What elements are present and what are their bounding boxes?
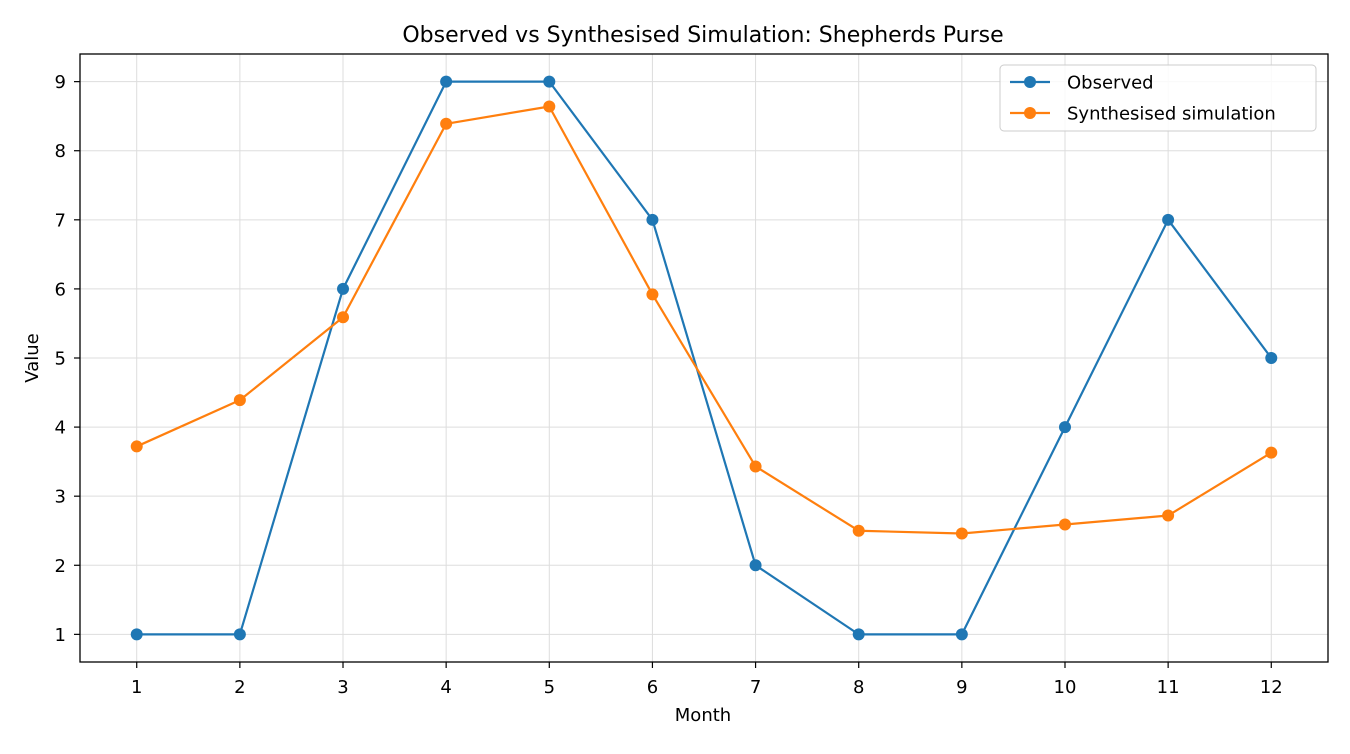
data-point bbox=[130, 628, 143, 641]
data-point bbox=[337, 311, 350, 324]
series-1 bbox=[130, 75, 1278, 641]
data-point bbox=[337, 282, 350, 295]
y-tick-label: 2 bbox=[55, 556, 66, 577]
data-point bbox=[1058, 421, 1071, 434]
data-point bbox=[233, 394, 246, 407]
x-tick-label: 11 bbox=[1157, 677, 1180, 698]
grid bbox=[80, 54, 1328, 662]
data-point bbox=[955, 628, 968, 641]
y-tick-label: 1 bbox=[55, 625, 66, 646]
data-point bbox=[543, 75, 556, 88]
series-line bbox=[136, 80, 1273, 636]
legend-marker bbox=[1024, 76, 1036, 88]
x-tick-label: 4 bbox=[440, 677, 451, 698]
data-point bbox=[233, 628, 246, 641]
y-tick-label: 6 bbox=[55, 279, 66, 300]
data-point bbox=[646, 213, 659, 226]
data-point bbox=[749, 460, 762, 473]
series-layer bbox=[130, 75, 1278, 641]
x-tick-label: 3 bbox=[337, 677, 348, 698]
data-point bbox=[543, 100, 556, 113]
y-axis-label: Value bbox=[22, 333, 43, 382]
y-tick-label: 7 bbox=[55, 210, 66, 231]
legend-marker bbox=[1024, 107, 1036, 119]
data-point bbox=[749, 559, 762, 572]
y-tick-label: 5 bbox=[55, 349, 66, 370]
x-tick-label: 8 bbox=[853, 677, 864, 698]
series-line bbox=[136, 105, 1272, 535]
series-2 bbox=[130, 100, 1278, 540]
y-tick-label: 4 bbox=[55, 418, 66, 439]
x-tick-label: 9 bbox=[956, 677, 967, 698]
y-tick-label: 8 bbox=[55, 141, 66, 162]
y-tick-label: 3 bbox=[55, 487, 66, 508]
legend-label: Synthesised simulation bbox=[1067, 104, 1276, 125]
x-tick-label: 5 bbox=[544, 677, 555, 698]
data-point bbox=[1162, 509, 1175, 522]
data-point bbox=[1265, 352, 1278, 364]
legend: Observed Synthesised simulation bbox=[999, 64, 1317, 132]
x-axis-label: Month bbox=[675, 705, 731, 726]
data-point bbox=[646, 288, 659, 301]
data-point bbox=[130, 440, 143, 453]
data-point bbox=[1162, 213, 1175, 226]
x-tick-label: 1 bbox=[131, 677, 142, 698]
x-tick-label: 7 bbox=[750, 677, 761, 698]
x-tick-label: 12 bbox=[1260, 677, 1283, 698]
legend-item-1: Observed bbox=[1010, 73, 1154, 94]
data-point bbox=[852, 524, 865, 537]
legend-item-2: Synthesised simulation bbox=[1010, 104, 1276, 125]
legend-label: Observed bbox=[1067, 73, 1154, 94]
data-point bbox=[955, 527, 968, 540]
y-tick-label: 9 bbox=[55, 72, 66, 93]
data-point bbox=[852, 628, 865, 641]
data-point bbox=[1265, 446, 1278, 459]
x-tick-label: 2 bbox=[234, 677, 245, 698]
chart-title: Observed vs Synthesised Simulation: Shep… bbox=[402, 23, 1003, 48]
data-point bbox=[440, 75, 453, 88]
data-point bbox=[440, 117, 453, 130]
legend-box bbox=[999, 64, 1317, 132]
data-point bbox=[1058, 518, 1071, 531]
x-tick-label: 10 bbox=[1054, 677, 1077, 698]
x-tick-label: 6 bbox=[647, 677, 658, 698]
